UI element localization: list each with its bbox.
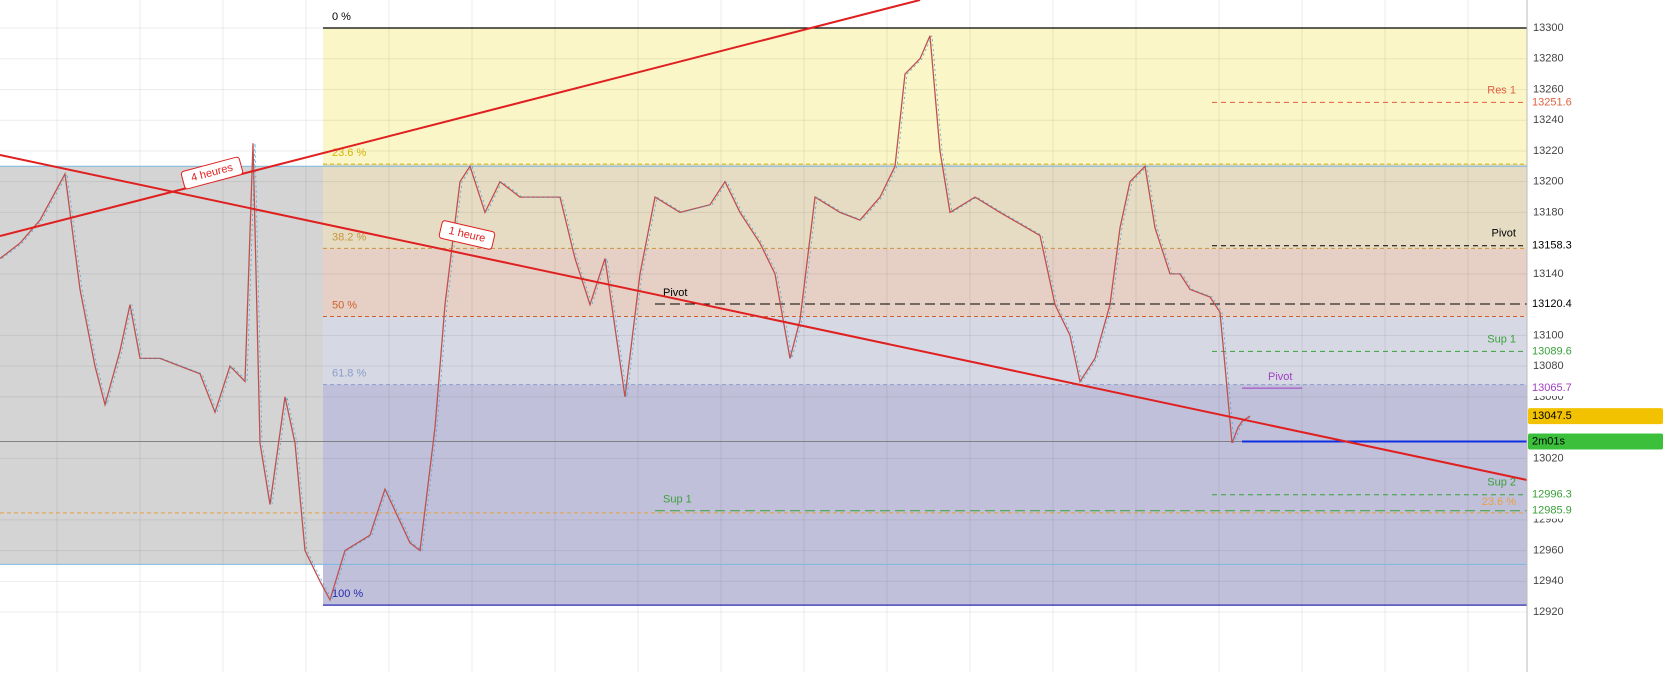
trendline-4h [0, 0, 921, 237]
axis-labels: 1292012940129601298013020130601308013100… [1528, 22, 1663, 618]
y-tick-label: 13100 [1533, 329, 1564, 341]
label-box [438, 220, 496, 250]
pivot-label: Pivot [1492, 228, 1516, 240]
price-badge [1528, 502, 1663, 519]
levels: 0 % 23.6 % 38.2 % 50 % 61.8 % 100 % 23.6 % Pivo… [0, 11, 1527, 606]
y-tick-label: 12920 [1533, 606, 1564, 618]
y-tick-label: 12940 [1533, 575, 1564, 587]
y-tick-label: 12960 [1533, 544, 1564, 556]
fib-zone [323, 27, 1527, 165]
left-box [0, 166, 323, 565]
price-badge [1528, 486, 1663, 503]
price-badge [1528, 343, 1663, 360]
fib-zone [323, 316, 1527, 385]
fib-zone [323, 164, 1527, 249]
pivot-label: Pivot [663, 287, 687, 299]
fib-label: 0 % [332, 11, 351, 23]
price-line [0, 35, 1251, 602]
price-axis [1527, 0, 1663, 672]
fib-zone [323, 384, 1527, 606]
price-badge-text: 13158.3 [1532, 240, 1572, 252]
pivot-label: Res 1 [1487, 84, 1516, 96]
trendline-label: 1 heure [438, 220, 496, 250]
fib-zone [323, 248, 1527, 317]
timer-badge [1528, 433, 1663, 450]
grid [0, 0, 1527, 672]
price-badge-text: 13089.6 [1532, 345, 1572, 357]
y-tick-label: 13080 [1533, 360, 1564, 372]
price-badge [1528, 237, 1663, 254]
y-tick-label: 13140 [1533, 268, 1564, 280]
pivot-label: Sup 2 [1487, 477, 1516, 489]
y-tick-label: 13260 [1533, 83, 1564, 95]
fib-label: 50 % [332, 299, 357, 311]
price-badge-text: 12985.9 [1532, 505, 1572, 517]
price-badge-text: 13065.7 [1532, 382, 1572, 394]
price-badge [1528, 380, 1663, 397]
price-badge-text: 13251.6 [1532, 96, 1572, 108]
y-tick-label: 13220 [1533, 145, 1564, 157]
fib-label: 23.6 % [1482, 496, 1516, 508]
price [0, 35, 1253, 602]
fib-label: 38.2 % [332, 231, 366, 243]
y-tick-label: 13240 [1533, 114, 1564, 126]
price-badge [1528, 94, 1663, 111]
y-tick-label: 13200 [1533, 176, 1564, 188]
label-box [180, 156, 244, 190]
current-price-text: 13047.5 [1532, 410, 1572, 422]
background-layer [0, 27, 1527, 606]
fib-label: 23.6 % [332, 147, 366, 159]
y-tick-label: 13280 [1533, 53, 1564, 65]
trendline-1h [0, 154, 1528, 481]
timer-text: 2m01s [1532, 435, 1566, 447]
price-badge [1528, 296, 1663, 313]
trendline-label: 4 heures [180, 156, 244, 190]
pivot-label: Sup 1 [1487, 333, 1516, 345]
y-tick-label: 13020 [1533, 452, 1564, 464]
price-badge-text: 13120.4 [1532, 298, 1572, 310]
pivot-label: Pivot [1268, 371, 1292, 383]
pivot-label: Sup 1 [663, 494, 692, 506]
y-tick-label: 13180 [1533, 206, 1564, 218]
price-badge-text: 12996.3 [1532, 489, 1572, 501]
fib-label: 61.8 % [332, 367, 366, 379]
current-price-badge [1528, 408, 1663, 425]
y-tick-label: 13300 [1533, 22, 1564, 34]
fib-label: 100 % [332, 588, 363, 600]
